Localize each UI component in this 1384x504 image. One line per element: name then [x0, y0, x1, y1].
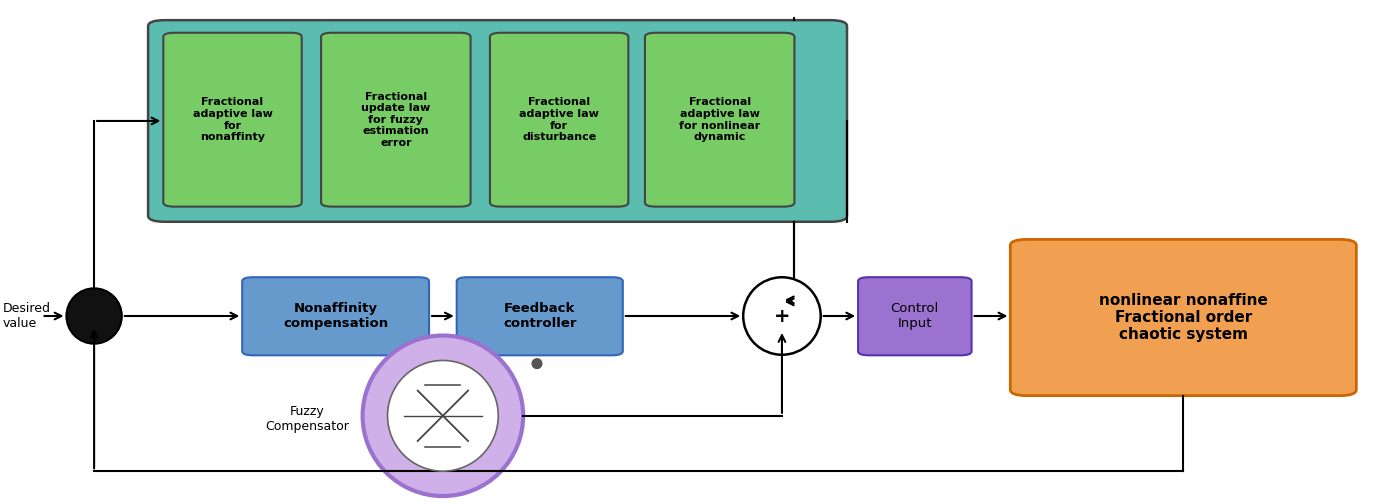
- Ellipse shape: [388, 360, 498, 471]
- Ellipse shape: [743, 277, 821, 355]
- Text: Fractional
adaptive law
for
disturbance: Fractional adaptive law for disturbance: [519, 97, 599, 142]
- FancyBboxPatch shape: [321, 33, 471, 207]
- FancyBboxPatch shape: [457, 277, 623, 355]
- Ellipse shape: [531, 359, 543, 368]
- Text: Fuzzy
Compensator: Fuzzy Compensator: [266, 405, 349, 433]
- Text: Feedback
controller: Feedback controller: [502, 302, 577, 330]
- FancyBboxPatch shape: [858, 277, 972, 355]
- FancyBboxPatch shape: [490, 33, 628, 207]
- FancyBboxPatch shape: [242, 277, 429, 355]
- Text: Control
Input: Control Input: [891, 302, 938, 330]
- Ellipse shape: [66, 288, 122, 344]
- FancyBboxPatch shape: [148, 20, 847, 222]
- Text: Fractional
update law
for fuzzy
estimation
error: Fractional update law for fuzzy estimati…: [361, 92, 430, 148]
- Text: Desired
value: Desired value: [3, 302, 51, 330]
- Text: nonlinear nonaffine
Fractional order
chaotic system: nonlinear nonaffine Fractional order cha…: [1099, 293, 1268, 342]
- FancyBboxPatch shape: [163, 33, 302, 207]
- Text: +: +: [774, 306, 790, 326]
- FancyBboxPatch shape: [645, 33, 794, 207]
- Text: Fractional
adaptive law
for
nonaffinty: Fractional adaptive law for nonaffinty: [192, 97, 273, 142]
- Text: Nonaffinity
compensation: Nonaffinity compensation: [284, 302, 388, 330]
- FancyBboxPatch shape: [1010, 239, 1356, 396]
- Text: Fractional
adaptive law
for nonlinear
dynamic: Fractional adaptive law for nonlinear dy…: [680, 97, 760, 142]
- Ellipse shape: [363, 336, 523, 496]
